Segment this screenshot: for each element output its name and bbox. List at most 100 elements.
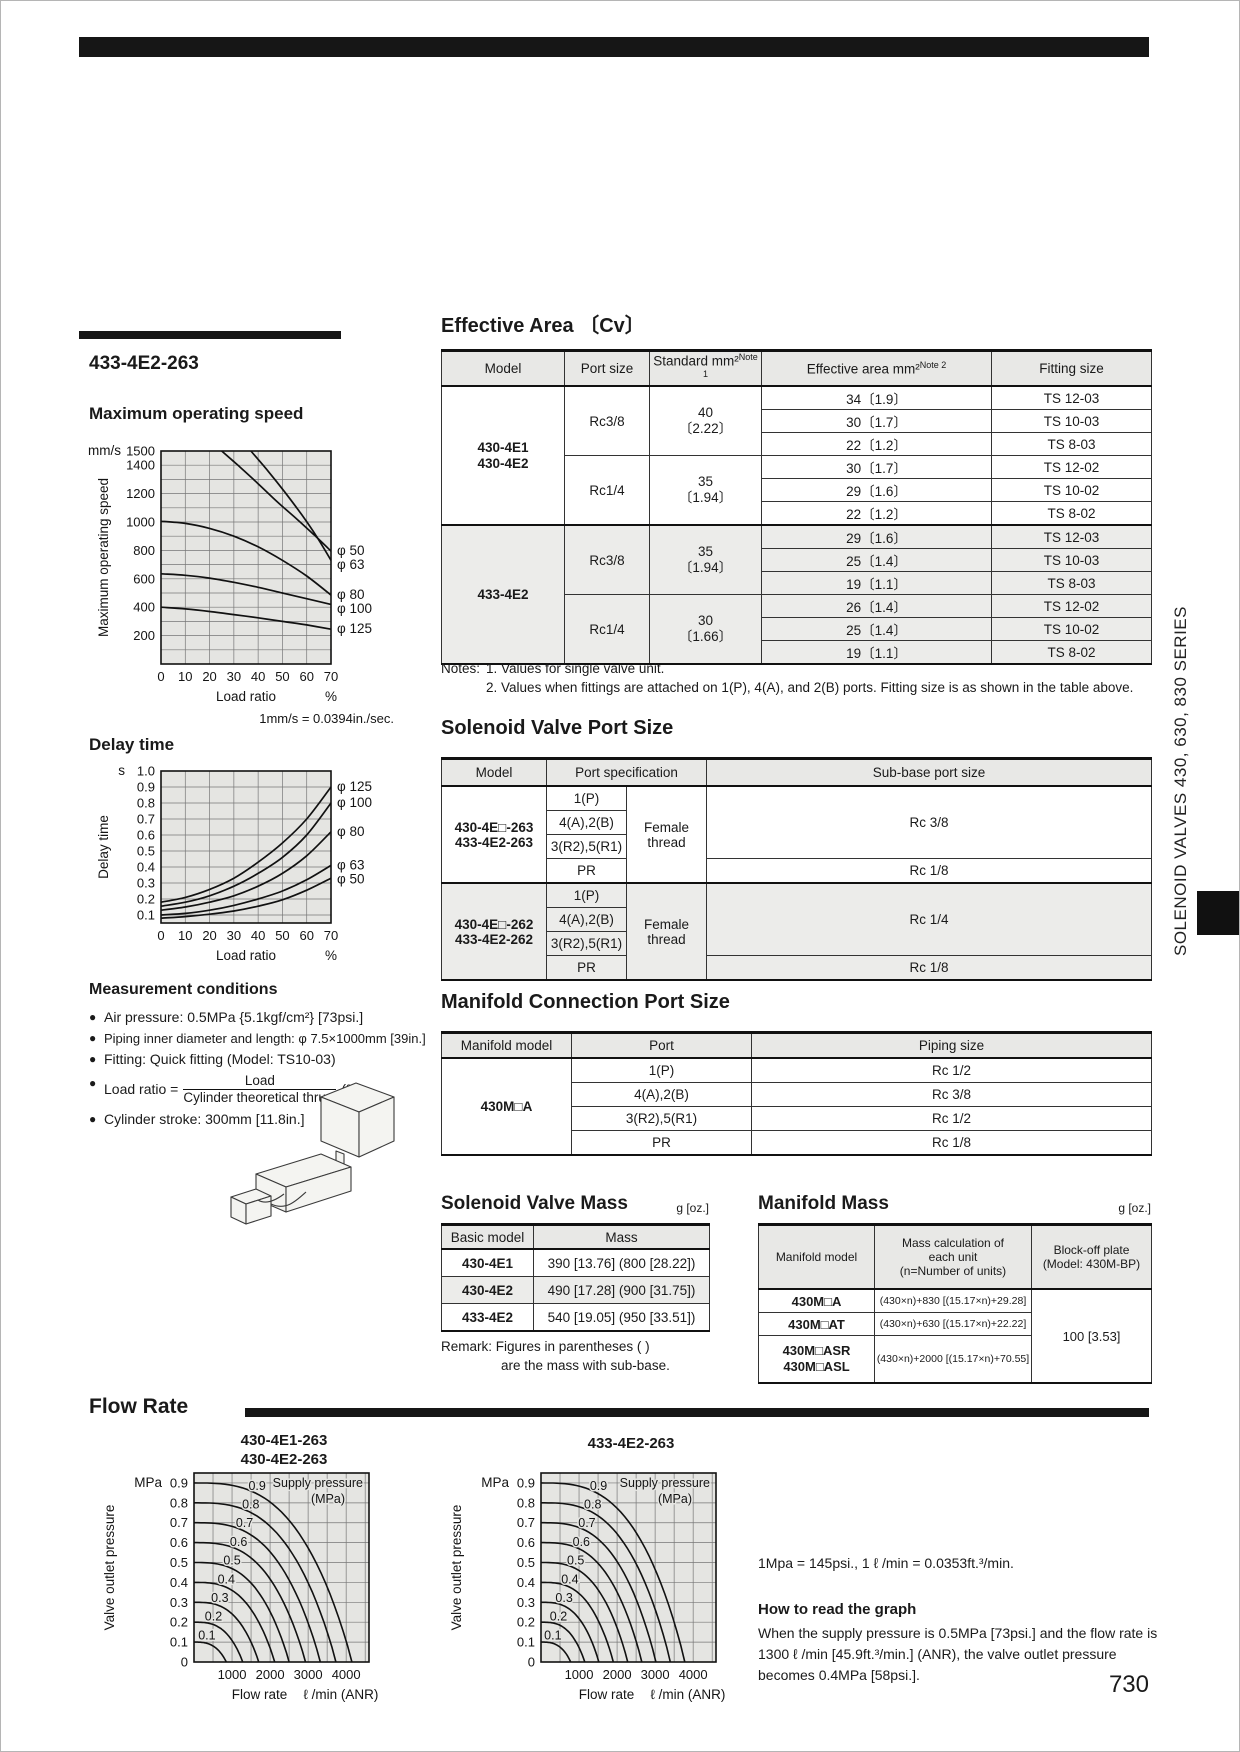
table-row: PR Rc 1/8 [442,858,1152,884]
model-cell: 430M□AT [758,1312,875,1336]
port-cell: PR [571,1130,752,1156]
table-row: 3(R2),5(R1) Rc 1/2 [442,1106,1152,1131]
svg-text:0.4: 0.4 [137,860,155,875]
svg-text:0.5: 0.5 [223,1554,240,1568]
subbase-cell: Rc 3/8 [706,785,1152,859]
svg-text:φ 80: φ 80 [337,587,365,602]
calc-cell: (430×n)+830 [(15.17×n)+29.28] [874,1288,1032,1313]
table-row: 433-4E2 Rc3/8 35 〔1.94〕 29〔1.6〕 TS 12-03 [441,524,1152,665]
table-row: 430-4E1 430-4E2 Rc3/8 40 〔2.22〕 34〔1.9〕 … [441,385,1152,526]
svg-text:0.2: 0.2 [517,1615,535,1630]
svg-text:0.2: 0.2 [550,1610,567,1624]
area-cell: 25〔1.4〕 [761,548,992,572]
page-title: 433-4E2-263 [89,353,199,374]
svg-text:Load ratio: Load ratio [216,689,276,704]
port-cell: 1(P) [546,882,627,908]
svg-text:0.7: 0.7 [137,812,155,827]
svg-text:0.3: 0.3 [517,1595,535,1610]
svg-text:0.6: 0.6 [230,1535,247,1549]
svg-text:0.7: 0.7 [517,1515,535,1530]
svg-text:φ 100: φ 100 [337,795,372,810]
mass-cell: 390 [13.76] (800 [28.22]) [533,1248,710,1277]
piping-cell: Rc 3/8 [751,1082,1152,1107]
svg-text:0.3: 0.3 [137,876,155,891]
svg-text:4000: 4000 [332,1667,361,1682]
svg-text:0.4: 0.4 [561,1572,578,1586]
svg-text:ℓ /min (ANR): ℓ /min (ANR) [651,1687,726,1702]
svg-text:0.9: 0.9 [517,1475,535,1490]
table-row: 430M□ASR 430M□ASL (430×n)+2000 [(15.17×n… [758,1335,1152,1384]
col-header-manifold-model: Manifold model [758,1224,875,1290]
svg-text:0.7: 0.7 [578,1516,595,1530]
standard-cell: 35 〔1.94〕 [649,524,762,595]
port-cell: 1(P) [571,1057,752,1083]
svg-text:φ 63: φ 63 [337,857,365,872]
svg-text:0.2: 0.2 [170,1615,188,1630]
model-cell: 430-4E□-262 433-4E2-262 [441,882,547,981]
subbase-cell: Rc 1/8 [706,955,1152,981]
svg-text:50: 50 [275,928,289,943]
svg-text:0.7: 0.7 [170,1515,188,1530]
port-cell: PR [546,858,627,884]
area-cell: 29〔1.6〕 [761,524,992,549]
svg-text:0.1: 0.1 [544,1628,561,1642]
svg-text:φ 50: φ 50 [337,871,365,886]
mass-cell: 490 [17.28] (900 [31.75]) [533,1276,710,1304]
series-side-label: SOLENOID VALVES 430, 630, 830 SERIES [1171,606,1190,956]
effective-area-table: Model Port size Standard mm²Note 1 Effec… [441,349,1152,665]
svg-text:200: 200 [133,628,155,643]
col-header-basic-model: Basic model [441,1224,534,1250]
svg-text:Supply pressure: Supply pressure [620,1476,710,1490]
header-row: Manifold model Port Piping size [441,1032,1152,1059]
col-header-fitting-size: Fitting size [991,350,1152,387]
col-header-block-off: Block-off plate (Model: 430M-BP) [1031,1224,1152,1290]
svg-text:0.8: 0.8 [584,1498,601,1512]
valve-mass-remark: Remark: Figures in parentheses ( ) are t… [441,1339,670,1373]
header-row: Model Port size Standard mm²Note 1 Effec… [441,350,1152,387]
valve-mass-table: Basic model Mass 430-4E1 390 [13.76] (800… [441,1223,710,1332]
model-cell: 433-4E2 [441,524,565,665]
list-item: Piping inner diameter and length: φ 7.5×… [89,1028,429,1049]
table-notes: Notes: 1. Values for single valve unit. … [441,659,1147,697]
svg-text:1000: 1000 [218,1667,247,1682]
col-header-model: Model [441,758,547,787]
svg-text:0.5: 0.5 [517,1555,535,1570]
model-cell: 430-4E1 430-4E2 [441,385,565,526]
svg-text:4000: 4000 [679,1667,708,1682]
col-header-mass: Mass [533,1224,710,1250]
port-cell: 4(A),2(B) [571,1082,752,1107]
svg-text:1mm/s = 0.0394in./sec.: 1mm/s = 0.0394in./sec. [259,711,394,726]
note-2: 2. Values when fittings are attached on … [486,680,1134,695]
svg-text:1000: 1000 [126,515,155,530]
table-row: 430-4E□-263 433-4E2-263 1(P) Female thre… [441,785,1152,884]
top-rule-bar [79,37,1149,57]
svg-text:0: 0 [157,669,164,684]
svg-text:0.8: 0.8 [170,1495,188,1510]
svg-text:0.6: 0.6 [573,1535,590,1549]
list-item: Cylinder stroke: 300mm [11.8in.] [89,1109,429,1130]
svg-text:40: 40 [251,669,265,684]
table-row: 30〔1.7〕 TS 10-03 [442,409,1152,433]
svg-text:φ 80: φ 80 [337,824,365,839]
area-cell: 25〔1.4〕 [761,617,992,641]
fitting-cell: TS 8-02 [991,640,1152,665]
svg-text:(MPa): (MPa) [311,1492,345,1506]
area-cell: 29〔1.6〕 [761,478,992,502]
port-cell: 4(A),2(B) [546,907,627,932]
port-cell: Rc1/4 [564,594,650,665]
fraction-denominator: Cylinder theoretical thrust [183,1090,337,1105]
subbase-cell: Rc 1/4 [706,882,1152,956]
svg-text:40: 40 [251,928,265,943]
model-cell: 430-4E1 [441,1248,534,1277]
header-row: Basic model Mass [441,1224,710,1250]
svg-text:0.8: 0.8 [517,1495,535,1510]
col-header-mass-calc: Mass calculation of each unit (n=Number … [874,1224,1032,1290]
svg-text:0.9: 0.9 [137,780,155,795]
svg-text:1200: 1200 [126,486,155,501]
svg-text:%: % [325,948,337,963]
svg-text:ℓ /min (ANR): ℓ /min (ANR) [304,1687,379,1702]
svg-text:70: 70 [324,928,338,943]
model-cell: 430-4E□-263 433-4E2-263 [441,785,547,884]
svg-text:30: 30 [227,928,241,943]
